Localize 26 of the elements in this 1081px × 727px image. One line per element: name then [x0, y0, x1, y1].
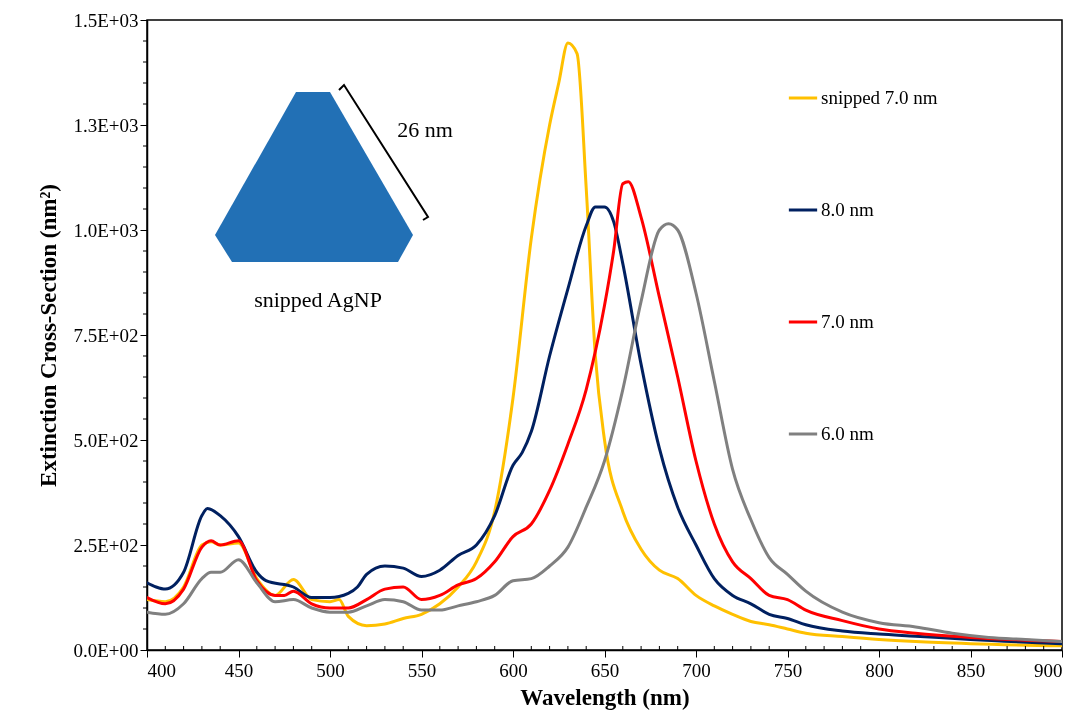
x-tick-label: 900 — [1034, 659, 1063, 681]
x-tick-label: 450 — [224, 659, 254, 681]
y-tick-label: 1.5E+03 — [73, 9, 139, 31]
y-tick-label: 7.5E+02 — [73, 324, 139, 346]
legend-label: 8.0 nm — [821, 199, 874, 220]
x-tick-label: 550 — [407, 659, 437, 681]
legend-label: 6.0 nm — [821, 423, 874, 444]
x-tick-label: 500 — [316, 659, 345, 681]
y-tick-label: 1.0E+03 — [73, 219, 139, 241]
x-tick-label: 650 — [590, 659, 620, 681]
x-axis-title: Wavelength (nm) — [520, 684, 690, 710]
y-tick-label: 5.0E+02 — [73, 429, 139, 451]
x-tick-label: 400 — [147, 659, 176, 681]
y-axis-title: Extinction Cross-Section (nm²) — [36, 184, 62, 487]
annotation: 26 nm — [397, 117, 453, 142]
x-tick-label: 850 — [956, 659, 986, 681]
x-tick-label: 700 — [682, 659, 711, 681]
y-tick-label: 1.3E+03 — [73, 114, 139, 136]
x-tick-label: 600 — [499, 659, 528, 681]
x-tick-label: 800 — [865, 659, 894, 681]
x-tick-label: 750 — [773, 659, 803, 681]
y-tick-label: 0.0E+00 — [73, 639, 139, 661]
y-tick-label: 2.5E+02 — [73, 534, 139, 556]
legend-label: snipped 7.0 nm — [821, 87, 938, 108]
legend-label: 7.0 nm — [821, 311, 874, 332]
annotation: snipped AgNP — [254, 287, 382, 312]
